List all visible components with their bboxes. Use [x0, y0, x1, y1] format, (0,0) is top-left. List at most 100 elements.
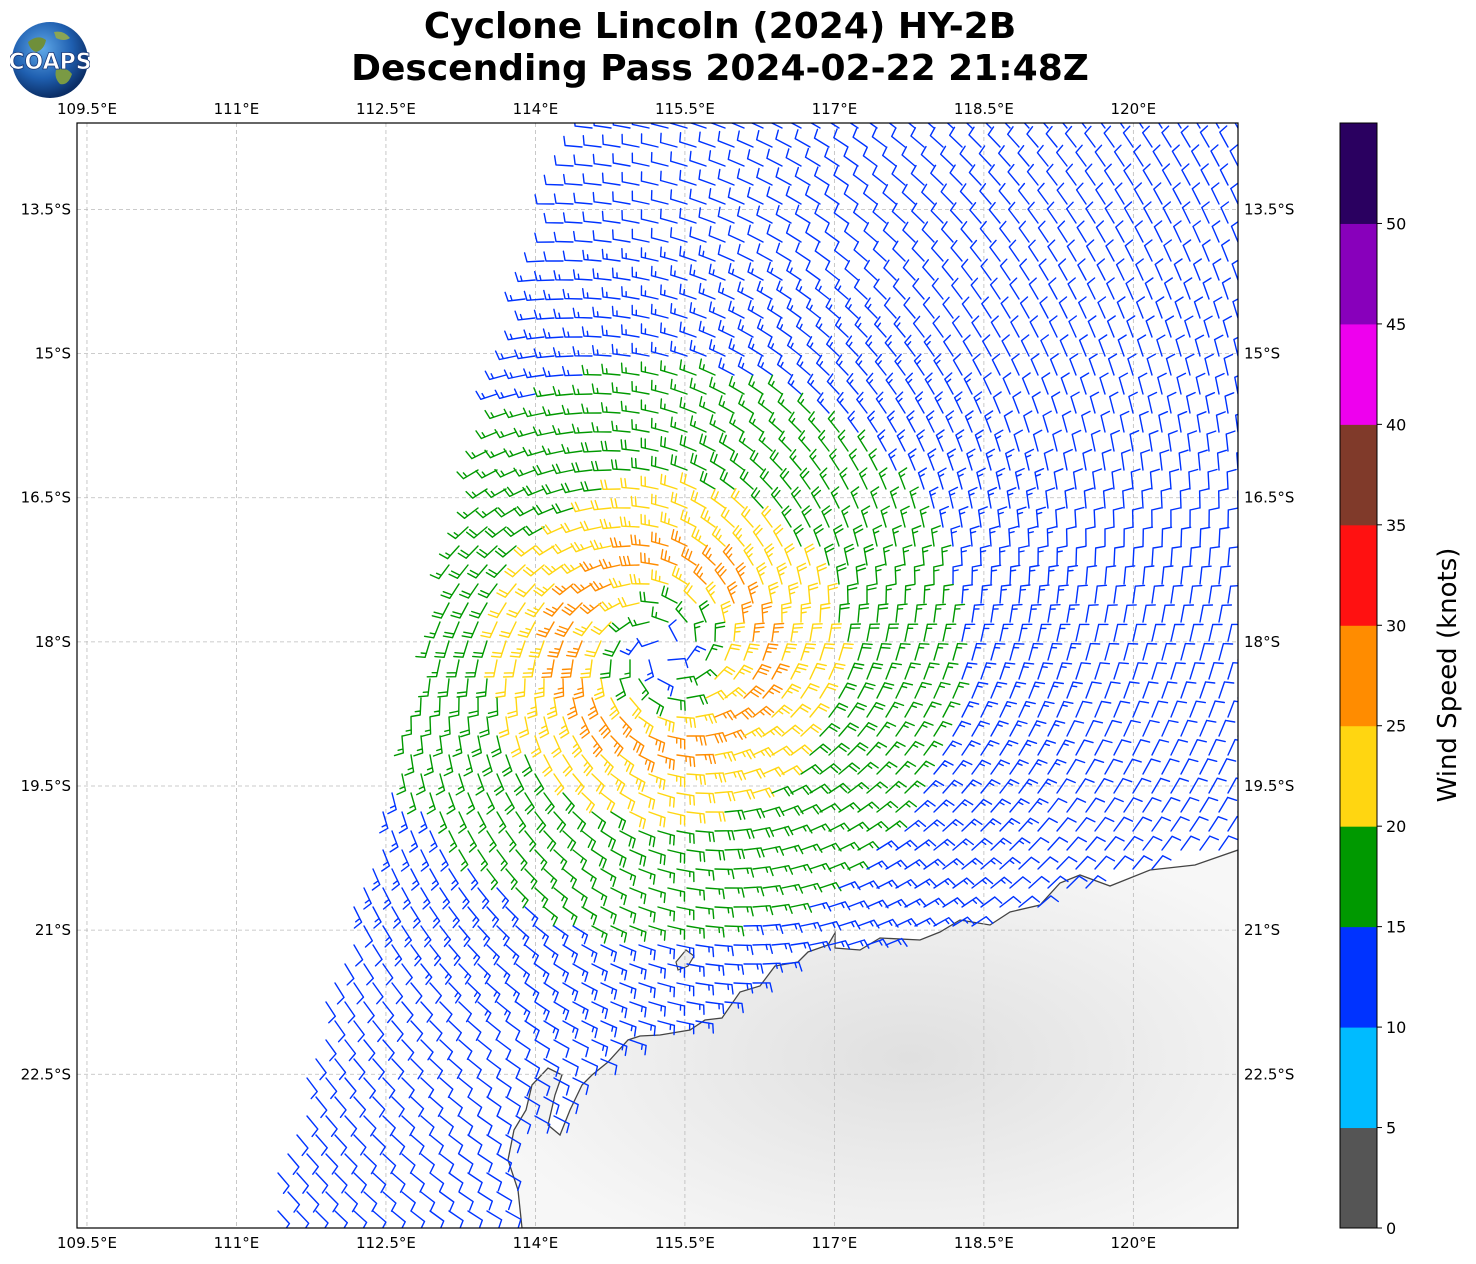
wind-barb	[1208, 584, 1222, 604]
wind-barb	[1153, 220, 1163, 243]
wind-barb	[566, 640, 583, 658]
wind-barb	[934, 391, 944, 414]
wind-barb	[463, 754, 473, 777]
wind-barb	[717, 244, 735, 262]
wind-barb	[650, 341, 669, 357]
wind-barb	[1074, 506, 1085, 528]
wind-barb	[553, 231, 574, 243]
wind-barb	[1192, 220, 1201, 243]
wind-barb	[776, 355, 792, 376]
wind-barb	[819, 643, 835, 661]
wind-barb	[608, 577, 631, 589]
wind-barb	[532, 504, 555, 516]
wind-barb	[1161, 526, 1173, 547]
wind-barb	[714, 751, 737, 762]
wind-barb	[1021, 372, 1031, 395]
wind-barb	[509, 640, 526, 658]
wind-barb	[1127, 353, 1137, 376]
wind-barb	[429, 564, 450, 580]
wind-barb	[895, 721, 915, 737]
wind-barb	[796, 355, 811, 376]
wind-barb	[363, 887, 372, 910]
wind-barb	[1112, 507, 1123, 528]
wind-barb	[480, 621, 498, 639]
wind-barb	[1028, 239, 1039, 262]
wind-barb	[410, 1210, 426, 1228]
wind-barb	[951, 315, 963, 338]
wind-barb	[836, 391, 849, 414]
wind-barb	[1133, 182, 1144, 205]
colorbar-segment	[1340, 725, 1377, 827]
wind-barb	[1047, 642, 1063, 661]
wind-barb	[1119, 123, 1125, 129]
wind-barb	[882, 146, 897, 167]
wind-barb	[567, 697, 578, 720]
wind-barb	[612, 191, 631, 205]
wind-barb	[363, 1077, 376, 1099]
wind-barb	[949, 126, 963, 148]
wind-barb	[838, 603, 850, 623]
wind-barb	[661, 585, 678, 604]
wind-barb	[1161, 835, 1182, 851]
wind-barb	[287, 1191, 301, 1213]
wind-barb	[534, 887, 549, 909]
wind-barb	[1018, 856, 1040, 870]
wind-barb	[507, 697, 518, 719]
wind-barb	[435, 773, 446, 796]
wind-barb	[1162, 201, 1172, 224]
wind-barb	[382, 925, 393, 948]
wind-barb	[771, 942, 793, 953]
wind-barb	[420, 887, 431, 910]
wind-barb	[743, 685, 765, 699]
wind-barb	[533, 387, 555, 398]
wind-barb	[1132, 777, 1152, 794]
wind-barb	[1085, 758, 1105, 775]
wind-barb	[942, 779, 964, 794]
wind-barb	[907, 123, 916, 129]
wind-barb	[892, 524, 902, 547]
wind-barb	[1018, 662, 1035, 680]
wind-barb	[1180, 526, 1192, 547]
wind-barb	[695, 830, 715, 843]
wind-barb	[438, 545, 460, 560]
wind-barb	[814, 241, 830, 262]
wind-barb	[1214, 372, 1225, 395]
wind-barb	[562, 754, 573, 777]
wind-barb	[761, 505, 773, 528]
wind-barb	[439, 1115, 454, 1136]
wind-barb	[523, 329, 545, 340]
wind-barb	[458, 849, 469, 872]
wind-barb	[951, 277, 963, 300]
wind-barb	[914, 643, 930, 661]
wind-barb	[828, 901, 851, 911]
wind-barb	[600, 754, 614, 776]
wind-barb	[1107, 353, 1118, 376]
wind-barb	[892, 240, 906, 262]
wind-barb	[1166, 391, 1177, 414]
wind-barb	[794, 166, 811, 186]
wind-barb	[1028, 759, 1048, 775]
wind-barb	[743, 886, 765, 897]
wind-barb	[1049, 353, 1059, 376]
wind-barb	[843, 147, 859, 167]
wind-barb	[914, 878, 937, 889]
wind-barb	[1031, 391, 1041, 414]
wind-barb	[448, 906, 460, 929]
wind-barb	[924, 372, 935, 395]
wind-barb	[477, 1191, 493, 1211]
wind-barb	[1210, 144, 1220, 167]
wind-barb	[1227, 700, 1238, 718]
wind-barb	[650, 151, 669, 167]
wind-barb	[1000, 296, 1011, 319]
wind-barb	[1115, 220, 1125, 243]
wind-barb	[420, 1153, 435, 1174]
wind-barb	[363, 1115, 377, 1137]
wind-barb	[1119, 410, 1130, 433]
wind-barb	[1009, 876, 1031, 889]
wind-barb	[445, 659, 460, 678]
wind-barb	[475, 390, 498, 400]
wind-barb	[950, 239, 963, 262]
wind-barb	[650, 379, 669, 395]
wind-barb	[1161, 125, 1172, 148]
wind-barb	[724, 770, 747, 781]
